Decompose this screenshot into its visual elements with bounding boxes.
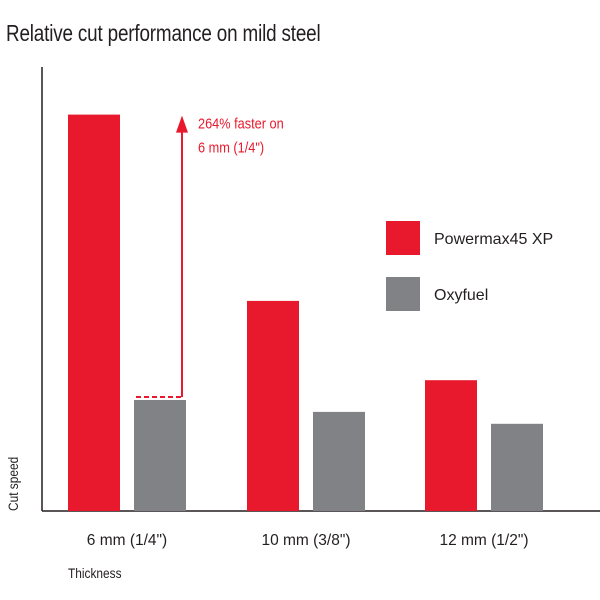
bar-oxyfuel-2: [491, 423, 543, 511]
bar-powermax-2: [425, 380, 477, 511]
bar-oxyfuel-1: [313, 411, 365, 511]
bar-oxyfuel-0: [134, 400, 186, 511]
chart-title: Relative cut performance on mild steel: [6, 20, 321, 46]
x-tick-label: 12 mm (1/2"): [439, 532, 528, 549]
legend-swatch-oxyfuel: [386, 277, 420, 311]
y-axis-title: Cut speed: [5, 457, 21, 511]
bar-powermax-0: [68, 114, 120, 511]
legend-swatch-powermax: [386, 221, 420, 255]
legend: Powermax45 XP Oxyfuel: [386, 221, 553, 311]
annotation-group: 264% faster on 6 mm (1/4"): [136, 115, 284, 398]
legend-label: Oxyfuel: [434, 287, 488, 304]
x-tick-labels: 6 mm (1/4") 10 mm (3/8") 12 mm (1/2"): [87, 532, 529, 549]
x-tick-label: 10 mm (3/8"): [261, 532, 350, 549]
bars-group: [68, 114, 543, 511]
x-tick-label: 6 mm (1/4"): [87, 532, 167, 549]
legend-label: Powermax45 XP: [434, 231, 553, 248]
bar-powermax-1: [247, 300, 299, 511]
x-axis-title: Thickness: [68, 565, 122, 581]
annotation-text: 6 mm (1/4"): [198, 139, 264, 156]
annotation-arrow-head: [176, 115, 188, 133]
annotation-text: 264% faster on: [198, 115, 284, 132]
